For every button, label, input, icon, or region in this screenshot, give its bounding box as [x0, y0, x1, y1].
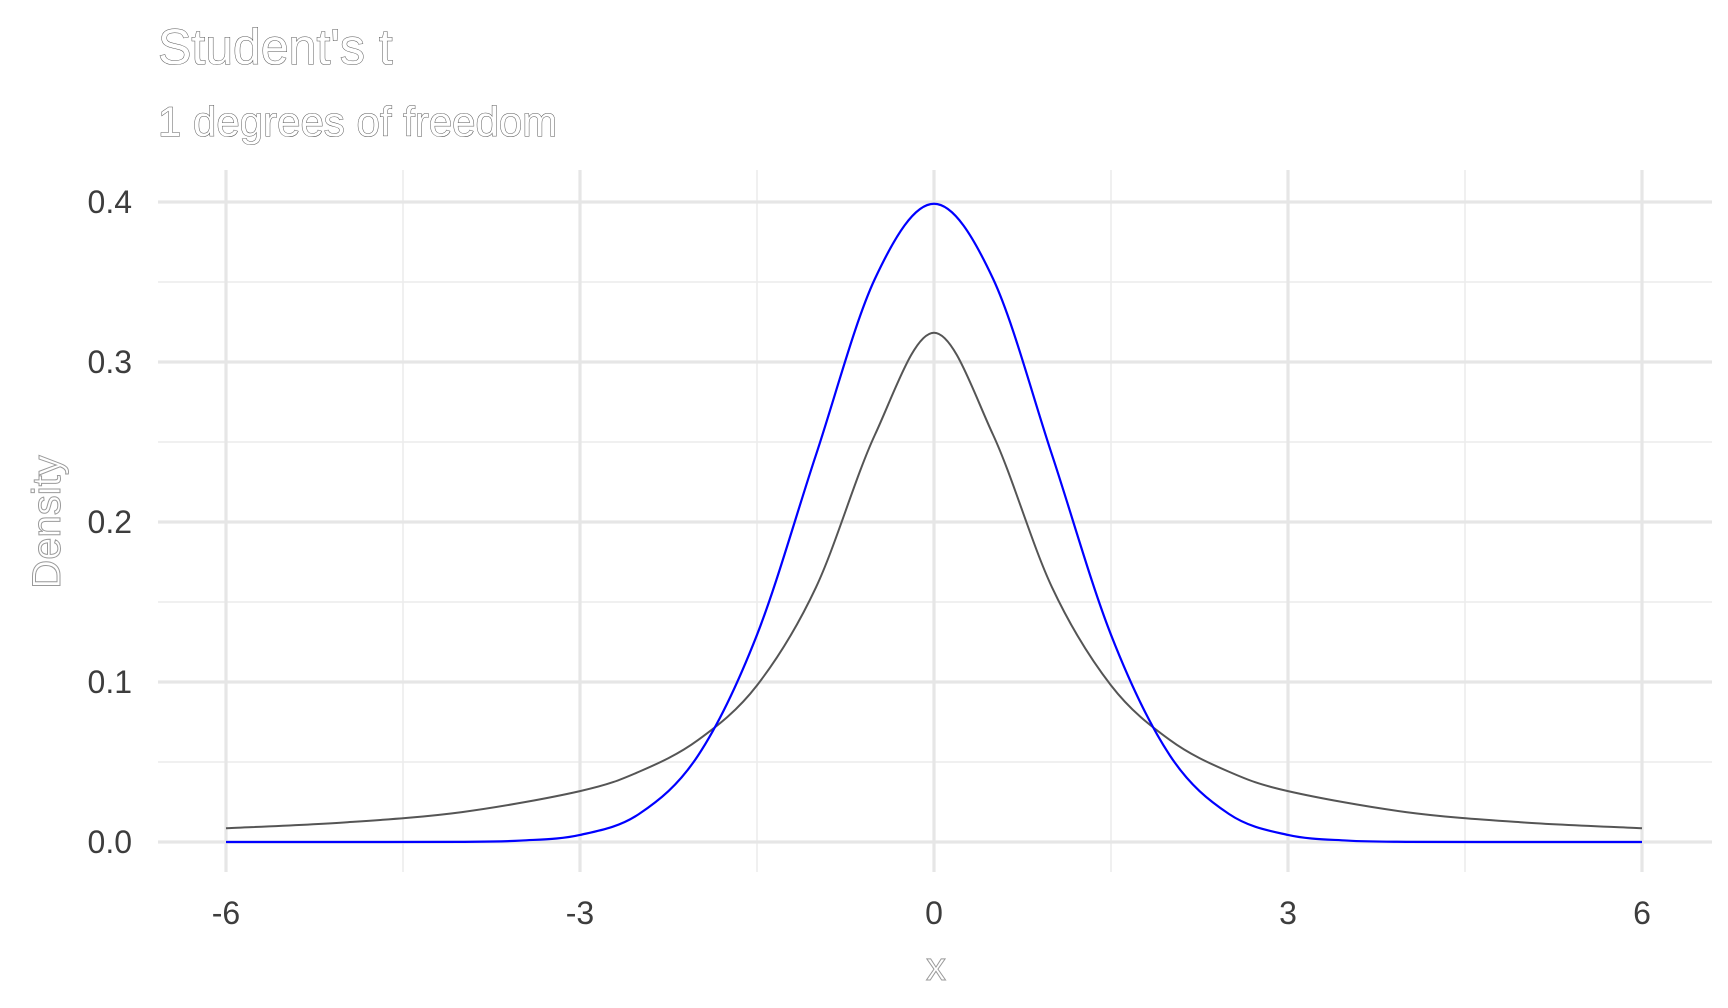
tick-labels: -6 -3 0 3 6 0.0 0.1 0.2 0.3 0.4 [88, 184, 1651, 931]
y-tick-label: 0.1 [88, 664, 132, 700]
x-tick-label: 6 [1633, 895, 1651, 931]
x-tick-label: -3 [566, 895, 594, 931]
y-tick-label: 0.4 [88, 184, 132, 220]
y-axis-title: Density [25, 455, 69, 588]
chart-title: Student's t [158, 19, 393, 75]
t-density-line [225, 331, 1643, 830]
normal-density-line [225, 202, 1643, 844]
series-layer [225, 202, 1643, 844]
y-tick-label: 0.2 [88, 504, 132, 540]
chart-subtitle: 1 degrees of freedom [158, 98, 557, 145]
x-tick-label: -6 [212, 895, 240, 931]
y-tick-label: 0.0 [88, 824, 132, 860]
grid [158, 170, 1712, 872]
y-tick-label: 0.3 [88, 344, 132, 380]
x-axis-title: x [926, 945, 946, 989]
x-tick-label: 3 [1279, 895, 1297, 931]
x-tick-label: 0 [925, 895, 943, 931]
